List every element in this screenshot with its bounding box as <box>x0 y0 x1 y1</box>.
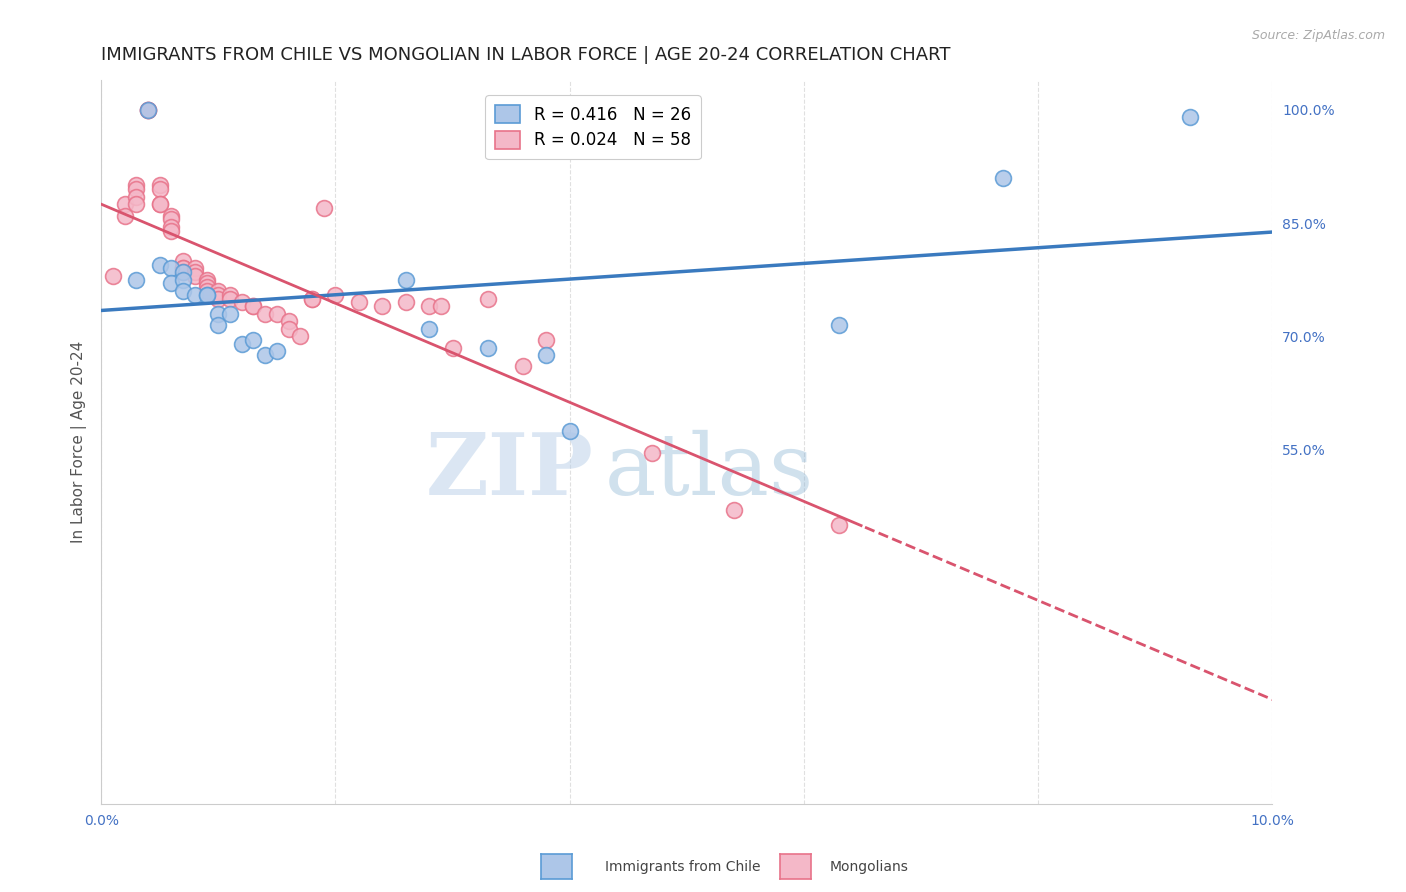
Text: Mongolians: Mongolians <box>830 860 908 874</box>
Point <box>277 322 299 336</box>
Point <box>534 348 557 362</box>
Point <box>266 307 288 321</box>
Point <box>172 261 194 276</box>
Point <box>418 322 440 336</box>
Point <box>723 503 745 517</box>
Point <box>347 295 370 310</box>
Point <box>301 292 323 306</box>
Point <box>125 273 148 287</box>
Point <box>512 359 534 374</box>
Point <box>828 318 851 332</box>
Point <box>312 201 335 215</box>
Point <box>477 292 499 306</box>
Point <box>184 287 207 301</box>
Point <box>254 307 277 321</box>
Point <box>195 273 218 287</box>
Point <box>207 292 229 306</box>
Point <box>136 103 159 117</box>
Point <box>290 329 312 343</box>
Point <box>136 103 159 117</box>
Point <box>160 277 183 291</box>
Point <box>242 299 264 313</box>
Point <box>149 197 172 211</box>
Point <box>828 518 851 533</box>
Point <box>207 284 229 298</box>
Point <box>184 268 207 283</box>
Point <box>149 197 172 211</box>
Point <box>558 424 581 438</box>
Point <box>254 348 277 362</box>
Point <box>1180 111 1202 125</box>
Legend: R = 0.416   N = 26, R = 0.024   N = 58: R = 0.416 N = 26, R = 0.024 N = 58 <box>485 95 700 160</box>
Point <box>184 265 207 279</box>
Point <box>195 287 218 301</box>
Point <box>219 307 242 321</box>
Point <box>207 318 229 332</box>
Point <box>477 341 499 355</box>
Point <box>231 295 253 310</box>
Point <box>195 280 218 294</box>
Point <box>160 261 183 276</box>
Point <box>172 273 194 287</box>
Point <box>160 209 183 223</box>
Point <box>172 261 194 276</box>
Point <box>207 307 229 321</box>
Point <box>172 284 194 298</box>
Point <box>231 336 253 351</box>
Text: IMMIGRANTS FROM CHILE VS MONGOLIAN IN LABOR FORCE | AGE 20-24 CORRELATION CHART: IMMIGRANTS FROM CHILE VS MONGOLIAN IN LA… <box>101 46 950 64</box>
Point <box>277 314 299 328</box>
Point <box>160 224 183 238</box>
Point <box>125 178 148 193</box>
Point <box>114 197 136 211</box>
Point <box>160 212 183 227</box>
Point <box>371 299 394 313</box>
Point <box>266 344 288 359</box>
Point <box>149 258 172 272</box>
Point <box>430 299 453 313</box>
Point <box>534 333 557 347</box>
Point <box>125 189 148 203</box>
Point <box>441 341 464 355</box>
Point <box>160 219 183 234</box>
Point <box>114 209 136 223</box>
Point <box>125 182 148 196</box>
Point <box>172 265 194 279</box>
Point <box>195 287 218 301</box>
Point <box>125 197 148 211</box>
Text: Immigrants from Chile: Immigrants from Chile <box>605 860 761 874</box>
Point <box>395 295 418 310</box>
Point <box>195 277 218 291</box>
Point <box>301 292 323 306</box>
Point <box>219 287 242 301</box>
Text: atlas: atlas <box>605 429 814 513</box>
Point <box>184 261 207 276</box>
Point <box>136 103 159 117</box>
Point <box>418 299 440 313</box>
Text: ZIP: ZIP <box>426 429 593 513</box>
Point <box>325 287 347 301</box>
Point <box>242 333 264 347</box>
Text: Source: ZipAtlas.com: Source: ZipAtlas.com <box>1251 29 1385 42</box>
Point <box>195 284 218 298</box>
Point <box>172 265 194 279</box>
Y-axis label: In Labor Force | Age 20-24: In Labor Force | Age 20-24 <box>72 341 87 543</box>
Point <box>640 446 662 460</box>
Point <box>395 273 418 287</box>
Point <box>207 287 229 301</box>
Point <box>219 292 242 306</box>
Point <box>101 268 124 283</box>
Point <box>991 170 1014 185</box>
Point <box>149 182 172 196</box>
Point <box>136 103 159 117</box>
Point <box>149 178 172 193</box>
Point <box>172 253 194 268</box>
Point <box>242 299 264 313</box>
